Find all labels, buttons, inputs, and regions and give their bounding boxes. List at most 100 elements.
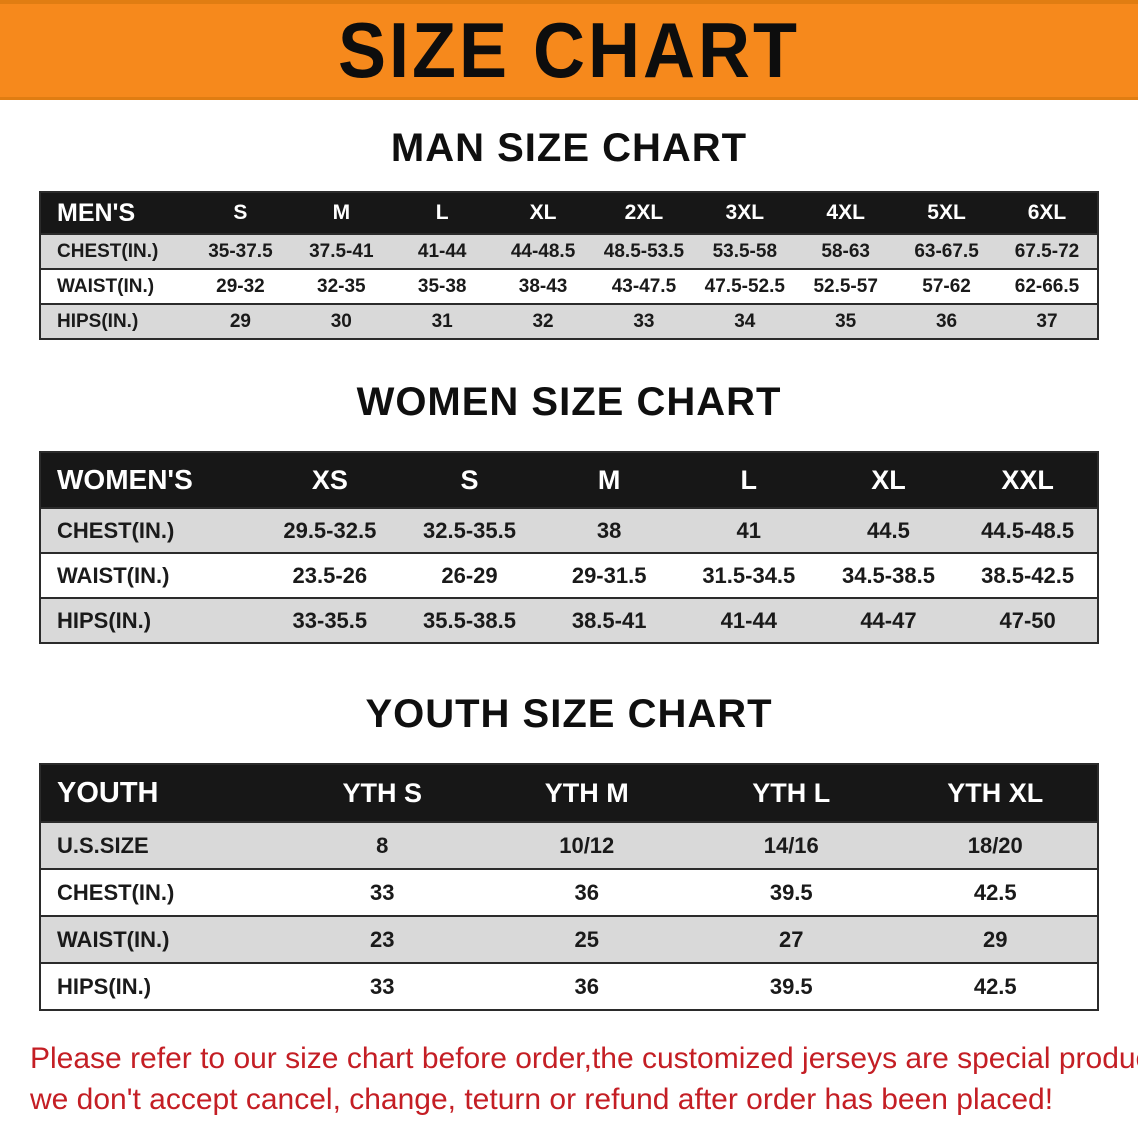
size-value-cell: 23 bbox=[280, 915, 485, 963]
size-value-cell: 34.5-38.5 bbox=[818, 552, 959, 598]
men-size-section: MAN SIZE CHART MEN'S S M L XL 2XL 3XL 4XL 5XL 6XL… bbox=[0, 126, 1138, 340]
size-value-cell: 57-62 bbox=[896, 268, 997, 304]
size-column-header: L bbox=[678, 452, 819, 508]
table-header-row: MEN'S S M L XL 2XL 3XL 4XL 5XL 6XL bbox=[40, 192, 1098, 234]
size-value-cell: 36 bbox=[484, 962, 689, 1010]
table-row: CHEST(IN.) 29.5-32.5 32.5-35.5 38 41 44.5 44.5… bbox=[40, 507, 1098, 553]
size-value-cell: 14/16 bbox=[689, 821, 894, 869]
size-value-cell: 42.5 bbox=[893, 868, 1098, 916]
size-column-header: 4XL bbox=[795, 192, 897, 234]
size-column-header: XL bbox=[492, 192, 594, 234]
size-value-cell: 31.5-34.5 bbox=[678, 552, 819, 598]
size-value-cell: 18/20 bbox=[893, 821, 1098, 869]
size-value-cell: 44-48.5 bbox=[492, 233, 594, 269]
size-value-cell: 32-35 bbox=[290, 268, 392, 304]
size-value-cell: 8 bbox=[280, 821, 485, 869]
size-value-cell: 31 bbox=[391, 303, 493, 339]
table-row: WAIST(IN.) 23 25 27 29 bbox=[40, 915, 1098, 963]
row-label-cell: HIPS(IN.) bbox=[40, 597, 260, 643]
size-value-cell: 29 bbox=[190, 303, 291, 339]
table-row: CHEST(IN.) 33 36 39.5 42.5 bbox=[40, 868, 1098, 916]
row-label-cell: U.S.SIZE bbox=[40, 821, 280, 869]
size-column-header: 3XL bbox=[694, 192, 796, 234]
table-row: HIPS(IN.) 29 30 31 32 33 34 35 36 37 bbox=[40, 303, 1098, 339]
size-value-cell: 38-43 bbox=[492, 268, 594, 304]
table-category-header: WOMEN'S bbox=[40, 452, 260, 508]
size-value-cell: 39.5 bbox=[689, 962, 894, 1010]
row-label-cell: WAIST(IN.) bbox=[40, 915, 280, 963]
banner-title: SIZE CHART bbox=[338, 7, 800, 94]
size-value-cell: 67.5-72 bbox=[997, 233, 1098, 269]
size-value-cell: 26-29 bbox=[399, 552, 540, 598]
size-column-header: S bbox=[399, 452, 540, 508]
size-value-cell: 53.5-58 bbox=[694, 233, 796, 269]
size-value-cell: 44.5 bbox=[818, 507, 959, 553]
table-row: CHEST(IN.) 35-37.5 37.5-41 41-44 44-48.5 48.5… bbox=[40, 233, 1098, 269]
size-column-header: 2XL bbox=[593, 192, 695, 234]
size-column-header: XXL bbox=[958, 452, 1098, 508]
size-value-cell: 47.5-52.5 bbox=[694, 268, 796, 304]
size-value-cell: 58-63 bbox=[795, 233, 897, 269]
size-value-cell: 29-31.5 bbox=[539, 552, 679, 598]
size-value-cell: 37.5-41 bbox=[290, 233, 392, 269]
size-value-cell: 44.5-48.5 bbox=[958, 507, 1098, 553]
table-row: WAIST(IN.) 29-32 32-35 35-38 38-43 43-47.5 47.… bbox=[40, 268, 1098, 304]
size-column-header: YTH M bbox=[484, 764, 689, 822]
row-label-cell: CHEST(IN.) bbox=[40, 868, 280, 916]
size-value-cell: 30 bbox=[290, 303, 392, 339]
size-column-header: M bbox=[290, 192, 392, 234]
size-value-cell: 41-44 bbox=[391, 233, 493, 269]
row-label-cell: HIPS(IN.) bbox=[40, 962, 280, 1010]
size-value-cell: 36 bbox=[484, 868, 689, 916]
size-column-header: YTH XL bbox=[893, 764, 1098, 822]
youth-size-chart-heading: YOUTH SIZE CHART bbox=[365, 692, 773, 736]
size-value-cell: 41 bbox=[678, 507, 819, 553]
size-value-cell: 32.5-35.5 bbox=[399, 507, 540, 553]
size-value-cell: 38.5-42.5 bbox=[958, 552, 1098, 598]
size-value-cell: 41-44 bbox=[678, 597, 819, 643]
size-column-header: YTH S bbox=[280, 764, 485, 822]
size-column-header: S bbox=[190, 192, 291, 234]
size-value-cell: 52.5-57 bbox=[795, 268, 897, 304]
size-value-cell: 34 bbox=[694, 303, 796, 339]
size-value-cell: 36 bbox=[896, 303, 997, 339]
row-label-cell: WAIST(IN.) bbox=[40, 268, 190, 304]
size-column-header: XS bbox=[260, 452, 400, 508]
table-header-row: WOMEN'S XS S M L XL XXL bbox=[40, 452, 1098, 508]
row-label-cell: WAIST(IN.) bbox=[40, 552, 260, 598]
size-value-cell: 29 bbox=[893, 915, 1098, 963]
size-column-header: 5XL bbox=[896, 192, 997, 234]
size-value-cell: 33 bbox=[280, 868, 485, 916]
women-size-table: WOMEN'S XS S M L XL XXL CHEST(IN.) 29.5-32.5 32.5… bbox=[39, 451, 1099, 644]
size-column-header: L bbox=[391, 192, 493, 234]
youth-size-section: YOUTH SIZE CHART YOUTH YTH S YTH M YTH L YTH… bbox=[0, 692, 1138, 1011]
men-size-table: MEN'S S M L XL 2XL 3XL 4XL 5XL 6XL CHEST(IN.) 35-37… bbox=[39, 191, 1099, 340]
size-column-header: XL bbox=[818, 452, 959, 508]
size-value-cell: 42.5 bbox=[893, 962, 1098, 1010]
table-row: HIPS(IN.) 33-35.5 35.5-38.5 38.5-41 41-44 44-… bbox=[40, 597, 1098, 643]
size-value-cell: 29-32 bbox=[190, 268, 291, 304]
women-size-chart-heading: WOMEN SIZE CHART bbox=[356, 380, 782, 424]
size-value-cell: 38 bbox=[539, 507, 679, 553]
table-header-row: YOUTH YTH S YTH M YTH L YTH XL bbox=[40, 764, 1098, 822]
size-value-cell: 27 bbox=[689, 915, 894, 963]
size-value-cell: 32 bbox=[492, 303, 594, 339]
youth-size-table: YOUTH YTH S YTH M YTH L YTH XL U.S.SIZE 8 10/12… bbox=[39, 763, 1099, 1011]
size-value-cell: 48.5-53.5 bbox=[593, 233, 695, 269]
size-value-cell: 25 bbox=[484, 915, 689, 963]
size-value-cell: 62-66.5 bbox=[997, 268, 1098, 304]
row-label-cell: CHEST(IN.) bbox=[40, 233, 190, 269]
row-label-cell: HIPS(IN.) bbox=[40, 303, 190, 339]
size-value-cell: 29.5-32.5 bbox=[260, 507, 400, 553]
size-value-cell: 37 bbox=[997, 303, 1098, 339]
size-column-header: 6XL bbox=[997, 192, 1098, 234]
disclaimer-line-2: we don't accept cancel, change, teturn o… bbox=[30, 1082, 1054, 1116]
size-value-cell: 35-37.5 bbox=[190, 233, 291, 269]
size-value-cell: 33 bbox=[593, 303, 695, 339]
table-category-header: MEN'S bbox=[40, 192, 190, 234]
size-value-cell: 33 bbox=[280, 962, 485, 1010]
disclaimer-line-1: Please refer to our size chart before or… bbox=[30, 1042, 1138, 1075]
table-category-header: YOUTH bbox=[40, 764, 280, 822]
size-value-cell: 47-50 bbox=[958, 597, 1098, 643]
size-value-cell: 23.5-26 bbox=[260, 552, 400, 598]
